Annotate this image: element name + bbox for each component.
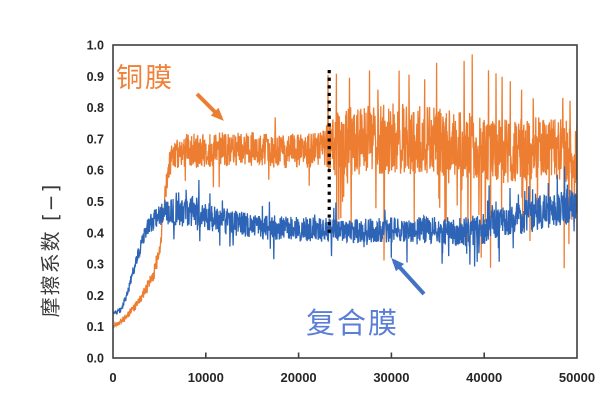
x-axis-tick-labels: 0 10000 20000 30000 40000 50000 (109, 370, 595, 385)
y-axis-title: 摩擦系数 [−] (38, 182, 63, 318)
y-tick-label: 0.3 (87, 258, 104, 272)
y-tick-label: 0.1 (87, 320, 104, 334)
x-tick-label: 0 (109, 370, 116, 385)
x-tick-label: 50000 (559, 370, 595, 385)
x-tick-label: 10000 (188, 370, 224, 385)
composite-annotation-arrow (391, 258, 426, 296)
composite-series-label: 复合膜 (306, 306, 400, 340)
x-tick-label: 40000 (466, 370, 502, 385)
x-tick-label: 30000 (373, 370, 409, 385)
copper-series-line (113, 54, 577, 330)
plot-border (112, 44, 578, 359)
y-tick-label: 0.2 (87, 289, 104, 303)
y-tick-label: 0.8 (87, 101, 104, 115)
y-axis-tick-labels: 0.0 0.1 0.2 0.3 0.4 0.5 0.6 0.7 0.8 0.9 1.0 (87, 39, 104, 366)
copper-series-label: 铜膜 (116, 63, 174, 94)
y-tick-label: 0.5 (87, 195, 104, 209)
series-layer (113, 54, 577, 330)
x-tick-label: 20000 (281, 370, 317, 385)
x-axis-tick-marks (205, 352, 486, 358)
y-tick-label: 0.0 (87, 352, 104, 366)
copper-annotation-arrow (195, 92, 224, 121)
y-tick-label: 0.7 (87, 132, 104, 146)
y-tick-label: 0.4 (87, 226, 104, 240)
y-tick-label: 0.6 (87, 164, 104, 178)
composite-series-line (113, 166, 577, 315)
y-tick-label: 1.0 (87, 39, 104, 53)
y-tick-label: 0.9 (87, 70, 104, 84)
